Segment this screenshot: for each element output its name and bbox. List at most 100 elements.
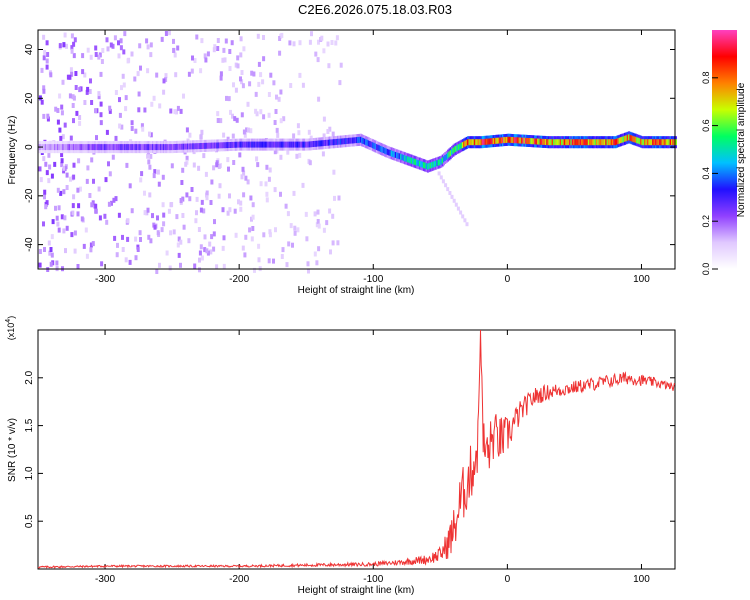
spectrogram-noise-cell [194,218,198,224]
spectrogram-noise-cell [240,174,244,180]
spectrogram-ridge-cell [414,159,417,166]
spectrogram-noise-cell [149,132,153,138]
x-tick-label: -100 [363,574,383,585]
spectrogram-ridge-cell [119,144,122,151]
spectrogram-noise-cell [155,269,159,274]
spectrogram-ridge-cell [89,144,91,151]
spectrogram-noise-cell [219,75,223,81]
spectrogram-noise-cell [305,236,309,242]
spectrogram-noise-cell [234,87,238,93]
spectrogram-noise-cell [309,135,313,141]
spectrogram-ridge-cell [480,139,483,146]
spectrogram-ridge-cell [122,144,125,151]
spectrogram-noise-cell [38,249,42,254]
spectrogram-ridge-cell [528,138,531,144]
spectrogram-ridge-cell [257,141,260,148]
spectrogram-ridge-cell [371,142,374,149]
spectrogram-noise-cell [92,178,95,184]
spectrogram-ridge-cell [605,139,608,146]
spectrogram-noise-cell [63,32,67,38]
spectrogram-noise-cell [149,238,153,244]
spectrogram-noise-cell [170,202,174,207]
spectrogram-noise-cell [250,216,253,222]
spectrogram-ridge-cell [362,138,365,144]
spectrogram-noise-cell [137,91,141,97]
spectrogram-noise-cell [128,259,132,265]
spectrogram-noise-cell [314,51,318,57]
spectrogram-noise-cell [47,178,51,184]
spectrogram-noise-cell [60,162,64,168]
spectrogram-ridge-cell [536,138,539,145]
spectrogram-noise-cell [73,230,77,236]
spectrogram-ridge-cell [354,137,357,144]
spectrogram-ridge-cell [436,160,439,167]
spectrogram-noise-cell [218,183,222,189]
spectrogram-noise-cell [62,42,66,48]
spectrogram-noise-cell [332,169,336,175]
spectrogram-ridge-cell [302,141,305,148]
spectrogram-noise-cell [229,109,232,115]
spectrogram-noise-cell [53,161,57,167]
spectrogram-ridge-cell [544,139,547,145]
spectrogram-ridge-cell [559,139,562,146]
spectrogram-noise-cell [73,37,77,43]
y-multiplier-label: (x104) [5,316,16,340]
x-tick-label: -200 [229,274,249,285]
spectrogram-noise-cell [328,126,332,132]
spectrogram-ridge-cell [70,144,73,151]
spectrogram-ridge-cell [562,139,565,146]
spectrogram-ridge-cell [410,157,413,164]
spectrogram-noise-cell [181,167,185,173]
spectrogram-noise-cell [44,204,48,210]
spectrogram-ridge-cell [459,143,462,150]
spectrogram-ridge-cell [170,144,173,151]
spectrogram-noise-cell [156,169,160,175]
spectrogram-noise-cell [259,72,263,78]
spectrogram-ridge-cell [522,137,525,144]
spectrogram-ridge-cell [270,141,272,148]
spectrogram-ridge-cell [382,147,385,154]
spectrogram-noise-cell [134,128,138,134]
spectrogram-ridge-cell [578,139,581,146]
spectrogram-noise-cell [268,232,272,238]
spectrogram-noise-cell [64,248,67,254]
spectrogram-ridge-cell [188,143,191,150]
spectrogram-ridge-cell [417,160,420,167]
spectrogram-ridge-cell [622,136,625,143]
spectrogram-noise-cell [119,38,123,44]
spectrogram-noise-cell [170,163,174,169]
spectrogram-ridge-cell [518,137,521,144]
spectrogram-noise-cell [100,59,104,64]
spectrogram-noise-cell [326,129,330,134]
spectrogram-noise-cell [172,47,176,53]
spectrogram-noise-cell [39,177,43,183]
spectrogram-ridge-cell [209,142,212,149]
spectrogram-ridge-cell [296,141,299,148]
spectrogram-ridge-cell [272,141,275,148]
spectrogram-noise-cell [164,73,168,79]
spectrogram-ridge-cell [342,138,345,145]
spectrogram-noise-cell [287,241,291,247]
spectrogram-noise-cell [215,162,219,168]
spectrogram-noise-cell [335,35,339,41]
spectrogram-ridge-cell [105,144,108,151]
spectrogram-noise-cell [202,153,206,159]
spectrogram-noise-cell [162,221,166,227]
spectrogram-noise-cell [262,114,266,120]
spectrogram-ridge-cell [550,139,553,146]
spectrogram-noise-cell [316,219,320,224]
spectrogram-ridge-cell [228,142,231,148]
spectrogram-noise-cell [70,71,74,77]
spectrogram-ridge-cell [487,138,490,145]
spectrogram-ridge-cell [603,139,606,146]
spectrogram-noise-cell [253,267,256,273]
spectrogram-noise-cell [49,261,53,267]
spectrogram-noise-cell [310,31,313,37]
spectrogram-ridge-cell [130,144,133,151]
spectrogram-ridge-cell [118,144,121,151]
spectrogram-noise-cell [190,187,194,192]
spectrogram-noise-cell [94,208,98,214]
spectrogram-noise-cell [66,74,70,80]
spectrogram-noise-cell [200,129,204,135]
